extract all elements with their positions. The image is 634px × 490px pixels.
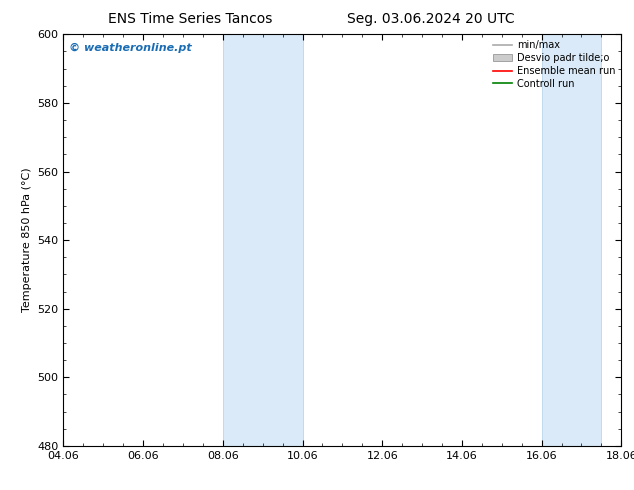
Bar xyxy=(541,34,602,446)
Legend: min/max, Desvio padr tilde;o, Ensemble mean run, Controll run: min/max, Desvio padr tilde;o, Ensemble m… xyxy=(489,36,619,93)
Y-axis label: Temperature 850 hPa (°C): Temperature 850 hPa (°C) xyxy=(22,168,32,313)
Text: ENS Time Series Tancos: ENS Time Series Tancos xyxy=(108,12,273,26)
Text: © weatheronline.pt: © weatheronline.pt xyxy=(69,43,191,52)
Text: Seg. 03.06.2024 20 UTC: Seg. 03.06.2024 20 UTC xyxy=(347,12,515,26)
Bar xyxy=(223,34,302,446)
